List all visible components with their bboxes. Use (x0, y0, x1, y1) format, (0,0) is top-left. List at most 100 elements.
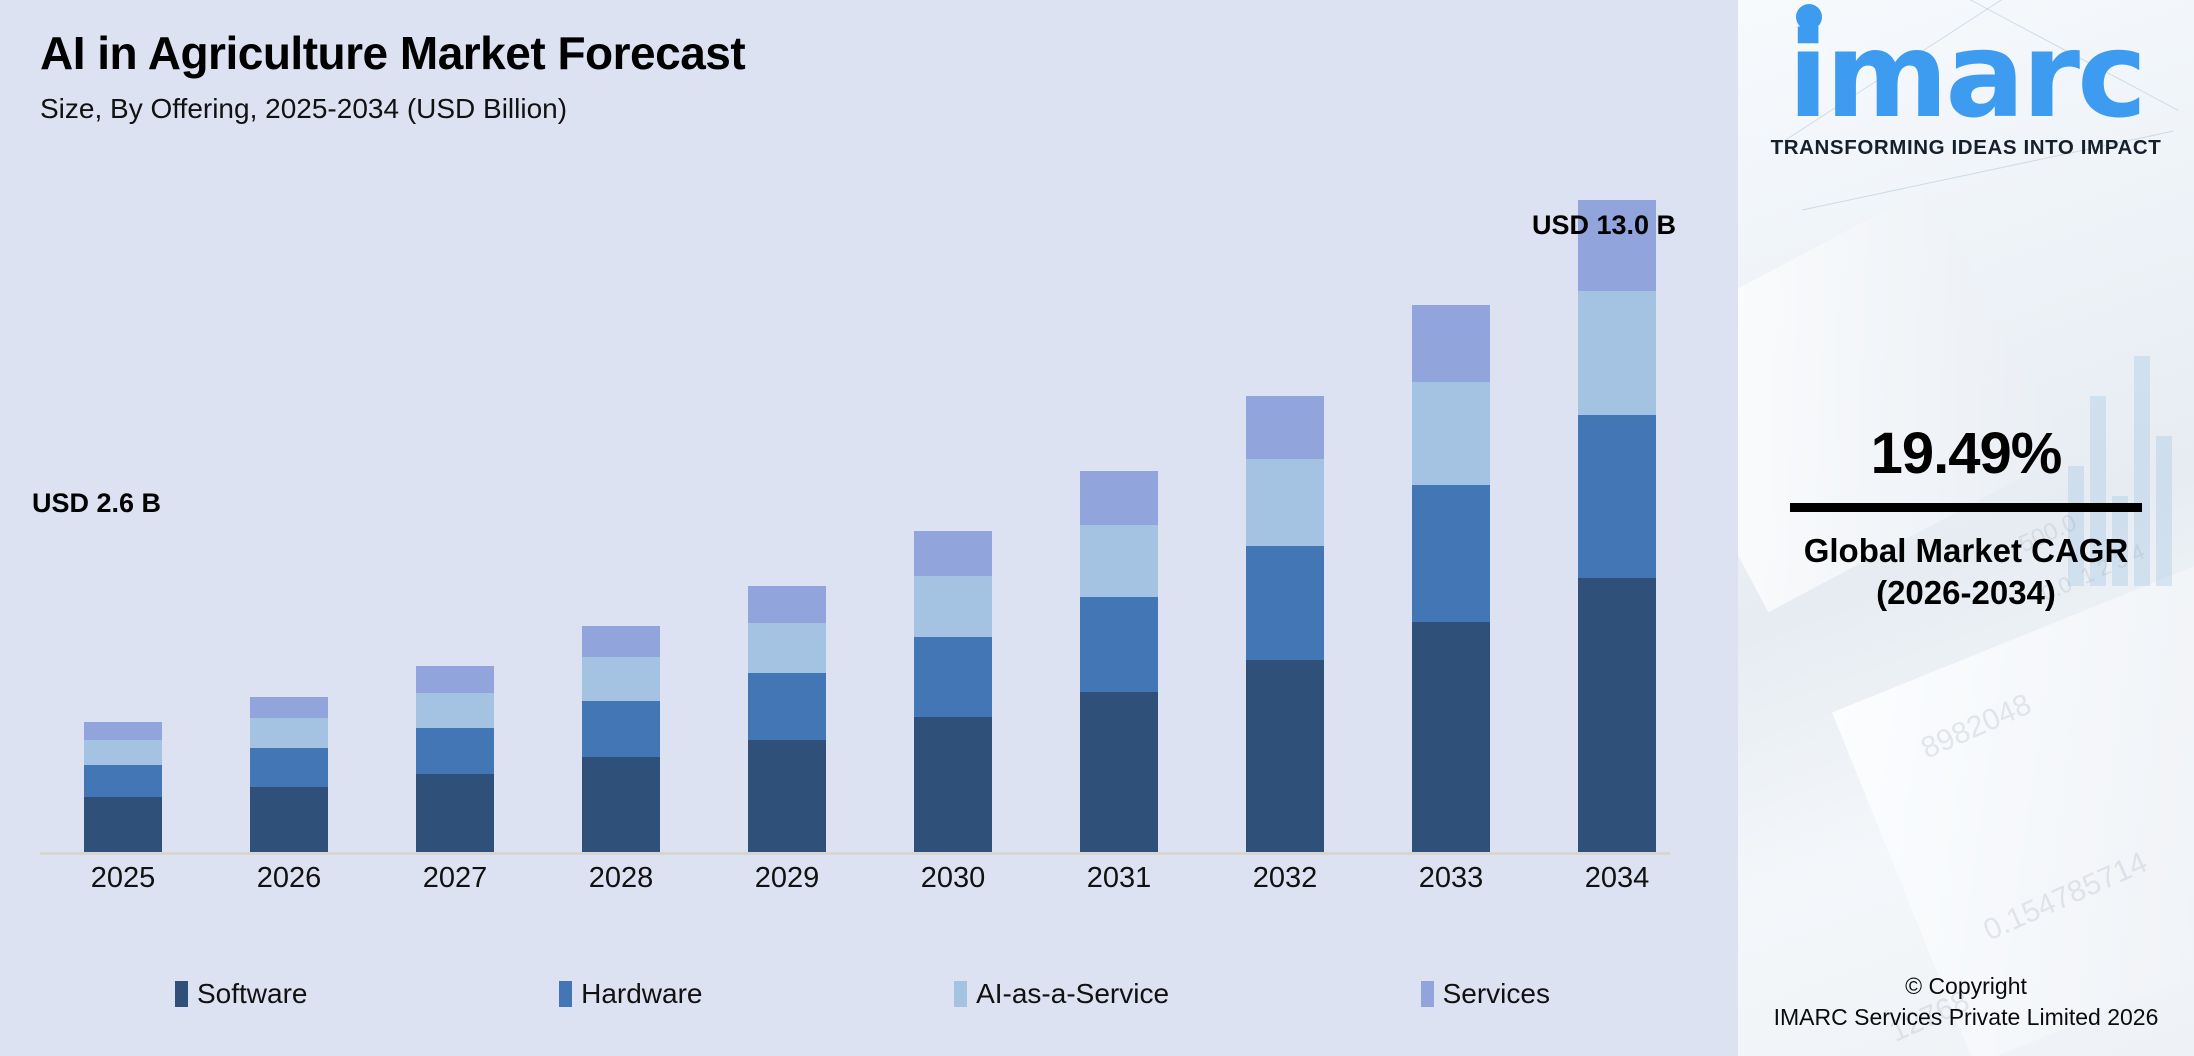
bar-segment-software-2030 (914, 717, 992, 852)
x-tick-2030: 2030 (920, 862, 986, 894)
stacked-bar-2032[interactable] (1246, 395, 1324, 852)
bar-segment-hardware-2025 (84, 764, 162, 798)
bar-slot-2030 (870, 200, 1036, 852)
bar-segment-ai-as-a-service-2027 (416, 692, 494, 728)
bar-segment-software-2033 (1412, 622, 1490, 852)
bar-segment-services-2032 (1246, 395, 1324, 460)
x-tick-2028: 2028 (588, 862, 654, 894)
bar-group (40, 200, 1700, 852)
x-tick-2033: 2033 (1418, 862, 1484, 894)
chart-legend: Software Hardware AI-as-a-Service Services (175, 978, 1550, 1010)
bar-slot-2027 (372, 200, 538, 852)
bar-slot-2033 (1368, 200, 1534, 852)
bar-segment-software-2025 (84, 797, 162, 852)
legend-label-hardware: Hardware (581, 978, 703, 1009)
stacked-bar-2033[interactable] (1412, 305, 1490, 852)
x-tick-2032: 2032 (1252, 862, 1318, 894)
cagr-caption-line2: (2026-2034) (1876, 574, 2056, 612)
bar-segment-ai-as-a-service-2025 (84, 740, 162, 765)
bar-segment-services-2029 (748, 586, 826, 623)
legend-label-software: Software (197, 978, 308, 1009)
bar-segment-ai-as-a-service-2031 (1080, 524, 1158, 597)
bar-segment-hardware-2031 (1080, 596, 1158, 693)
bar-segment-hardware-2030 (914, 636, 992, 718)
logo-dot-icon (1795, 4, 1822, 30)
legend-item-ai-as-a-service[interactable]: AI-as-a-Service (954, 978, 1169, 1010)
stacked-bar-2026[interactable] (250, 696, 328, 852)
bar-segment-ai-as-a-service-2028 (582, 657, 660, 701)
cagr-value: 19.49% (1870, 421, 2063, 486)
legend-item-hardware[interactable]: Hardware (559, 978, 702, 1010)
cagr-caption-line1: Global Market CAGR (1803, 532, 2129, 569)
stacked-bar-2027[interactable] (416, 666, 494, 852)
bar-segment-services-2030 (914, 531, 992, 576)
bar-slot-2026 (206, 200, 372, 852)
bar-segment-hardware-2027 (416, 727, 494, 775)
x-tick-2026: 2026 (256, 862, 322, 894)
copyright-line2: IMARC Services Private Limited 2026 (1773, 1004, 2159, 1031)
bar-segment-services-2027 (416, 666, 494, 693)
bar-slot-2034 (1534, 200, 1700, 852)
stacked-bar-2034[interactable] (1578, 200, 1656, 852)
imarc-logo: imarc TRANSFORMING IDEAS INTO IMPACT (1738, 4, 2194, 160)
x-tick-2025: 2025 (90, 862, 156, 894)
value-callout-first: USD 2.6 B (32, 488, 162, 518)
bar-segment-hardware-2028 (582, 700, 660, 758)
stacked-bar-2030[interactable] (914, 531, 992, 852)
bar-segment-ai-as-a-service-2032 (1246, 459, 1324, 547)
bar-segment-services-2034 (1578, 200, 1656, 292)
bar-slot-2029 (704, 200, 870, 852)
copyright-block: © Copyright IMARC Services Private Limit… (1738, 971, 2194, 1034)
stacked-bar-2025[interactable] (84, 721, 162, 852)
x-tick-2027: 2027 (422, 862, 488, 894)
bar-segment-hardware-2029 (748, 673, 826, 741)
imarc-tagline: TRANSFORMING IDEAS INTO IMPACT (1770, 135, 2162, 159)
bar-segment-hardware-2034 (1578, 415, 1656, 579)
bar-segment-software-2027 (416, 774, 494, 852)
bar-segment-ai-as-a-service-2033 (1412, 381, 1490, 486)
legend-swatch-services (1420, 981, 1434, 1007)
stacked-bar-2031[interactable] (1080, 470, 1158, 852)
legend-item-software[interactable]: Software (175, 978, 308, 1010)
legend-item-services[interactable]: Services (1420, 978, 1550, 1010)
bar-segment-services-2026 (250, 696, 328, 719)
x-tick-2029: 2029 (754, 862, 820, 894)
bar-segment-hardware-2033 (1412, 485, 1490, 623)
x-tick-2031: 2031 (1086, 862, 1152, 894)
x-axis-labels: 2025 2026 2027 2028 2029 2030 2031 2032 2033 2034 (40, 862, 1700, 895)
cagr-block: 19.49% Global Market CAGR (2026-2034) (1738, 420, 2194, 614)
x-axis-line (40, 852, 1670, 855)
chart-subtitle: Size, By Offering, 2025-2034 (USD Billio… (40, 92, 568, 124)
brand-panel: 8982048 0.154785714 12768 500.0 0.0 1 2 … (1738, 0, 2194, 1056)
imarc-wordmark-text: imarc (1787, 6, 2147, 144)
plot-area (40, 200, 1700, 855)
bar-segment-software-2031 (1080, 692, 1158, 852)
bar-slot-2025 (40, 200, 206, 852)
bar-segment-software-2026 (250, 786, 328, 852)
chart-header: AI in Agriculture Market Forecast Size, … (40, 27, 746, 125)
bar-segment-hardware-2032 (1246, 546, 1324, 661)
bar-segment-software-2029 (748, 740, 826, 852)
page-title: AI in Agriculture Market Forecast (40, 27, 746, 79)
bar-segment-hardware-2026 (250, 747, 328, 787)
bar-segment-software-2034 (1578, 578, 1656, 852)
bar-segment-software-2032 (1246, 660, 1324, 852)
legend-label-ai-as-a-service: AI-as-a-Service (976, 978, 1170, 1009)
chart-panel: AI in Agriculture Market Forecast Size, … (0, 0, 1738, 1056)
bar-segment-services-2028 (582, 626, 660, 658)
bar-slot-2031 (1036, 200, 1202, 852)
legend-swatch-software (175, 981, 188, 1007)
bar-segment-software-2028 (582, 757, 660, 852)
bar-slot-2032 (1202, 200, 1368, 852)
stacked-bar-2029[interactable] (748, 586, 826, 852)
stacked-bar-2028[interactable] (582, 626, 660, 852)
value-callout-last: USD 13.0 B (1532, 210, 1677, 240)
imarc-wordmark: imarc (1788, 4, 2147, 134)
bar-segment-ai-as-a-service-2026 (250, 718, 328, 748)
bar-segment-ai-as-a-service-2034 (1578, 291, 1656, 416)
legend-swatch-ai-as-a-service (954, 981, 968, 1007)
legend-label-services: Services (1442, 978, 1550, 1009)
bar-segment-services-2031 (1080, 470, 1158, 525)
legend-swatch-hardware (559, 981, 573, 1007)
